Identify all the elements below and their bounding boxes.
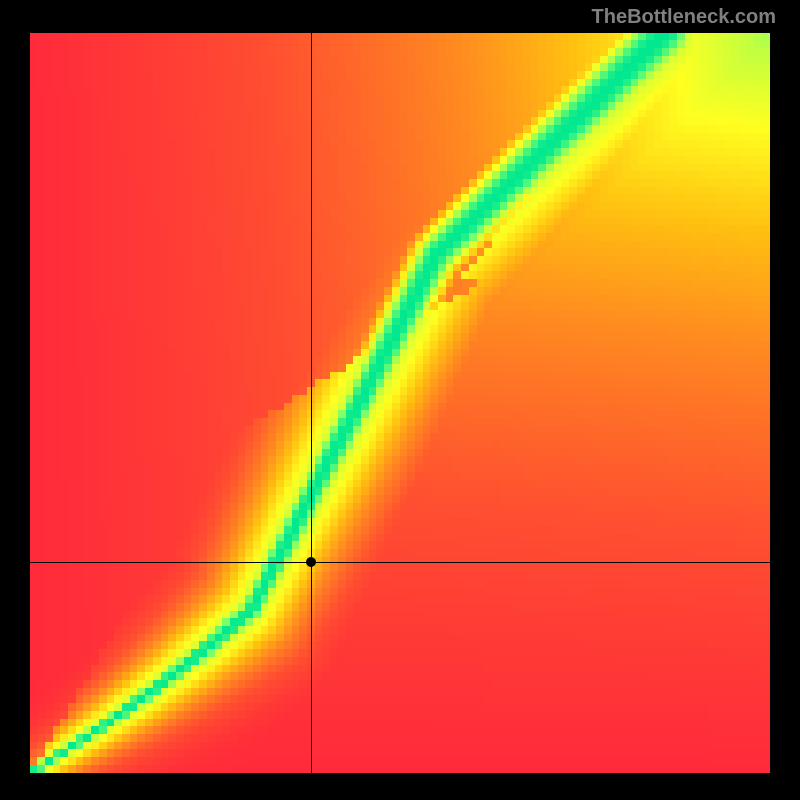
crosshair-horizontal [30,562,770,563]
heatmap-canvas [30,33,770,773]
crosshair-vertical [311,33,312,773]
heatmap-plot [30,33,770,773]
chart-container: TheBottleneck.com [0,0,800,800]
watermark-text: TheBottleneck.com [592,6,776,29]
